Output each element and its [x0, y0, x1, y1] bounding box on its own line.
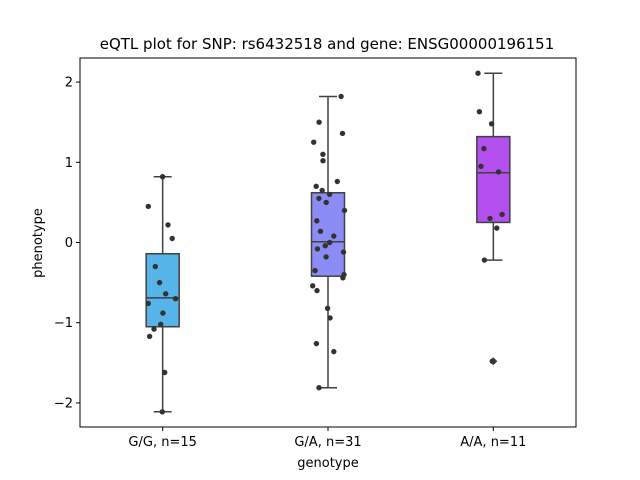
data-point	[163, 291, 169, 297]
data-point	[326, 191, 333, 198]
data-point	[478, 163, 484, 169]
data-point	[339, 130, 346, 137]
box-group	[145, 175, 180, 413]
data-point	[314, 246, 321, 252]
data-point	[319, 187, 325, 194]
data-point	[145, 300, 151, 307]
data-point	[312, 267, 318, 274]
data-point	[334, 178, 340, 185]
data-point	[323, 199, 329, 206]
data-point	[340, 249, 347, 255]
y-tick-label: 0	[65, 236, 73, 251]
data-point	[320, 151, 326, 157]
data-point	[476, 109, 483, 115]
data-point	[317, 228, 324, 234]
data-point	[316, 385, 322, 391]
box-iqr	[476, 135, 511, 224]
data-point	[314, 218, 320, 224]
box-group	[310, 95, 346, 389]
data-point	[152, 263, 158, 270]
x-axis-label: genotype	[297, 456, 358, 471]
data-point	[481, 145, 487, 152]
data-point	[172, 296, 179, 302]
box-group	[476, 72, 511, 366]
y-tick-label: −1	[54, 316, 73, 331]
chart-title: eQTL plot for SNP: rs6432518 and gene: E…	[100, 35, 555, 53]
data-point	[341, 207, 348, 214]
data-point	[160, 310, 166, 316]
data-point	[169, 235, 175, 242]
plot-area	[145, 70, 511, 415]
x-tick-label: A/A, n=11	[460, 435, 526, 450]
data-point	[487, 215, 493, 222]
data-point	[162, 369, 168, 376]
box-iqr	[310, 192, 346, 277]
data-point	[327, 315, 333, 321]
data-point	[159, 174, 166, 180]
y-axis: −2 −1 0 1 2	[54, 76, 80, 411]
data-point	[481, 257, 488, 263]
y-axis-label: phenotype	[31, 208, 46, 278]
data-point	[146, 333, 153, 340]
data-point	[499, 211, 505, 218]
data-point	[151, 326, 157, 332]
data-point	[488, 121, 495, 127]
data-point	[145, 203, 151, 210]
data-point	[331, 348, 337, 355]
x-axis: G/G, n=15 G/A, n=31 A/A, n=11	[128, 427, 526, 450]
data-point	[156, 279, 163, 286]
data-point	[327, 239, 333, 246]
data-point	[316, 195, 322, 202]
data-point	[331, 233, 337, 239]
x-tick-label: G/G, n=15	[128, 435, 196, 450]
data-point	[165, 222, 171, 228]
data-point	[314, 287, 320, 294]
x-tick-label: G/A, n=31	[294, 435, 361, 450]
data-point	[311, 139, 317, 145]
data-point	[320, 158, 326, 164]
data-point	[310, 283, 316, 289]
data-point	[322, 243, 328, 249]
data-point	[159, 409, 165, 415]
data-point	[158, 321, 164, 327]
data-point	[338, 93, 344, 100]
data-point	[323, 254, 329, 260]
data-point	[341, 271, 347, 278]
y-tick-label: 2	[65, 76, 73, 91]
data-point	[313, 183, 319, 189]
data-point	[475, 70, 481, 76]
data-point	[494, 225, 500, 231]
data-point	[324, 305, 331, 311]
data-point	[489, 358, 495, 364]
data-point	[313, 340, 320, 347]
data-point	[495, 169, 502, 175]
y-tick-label: −2	[54, 396, 73, 411]
data-point	[316, 119, 322, 125]
y-tick-label: 1	[65, 156, 73, 171]
